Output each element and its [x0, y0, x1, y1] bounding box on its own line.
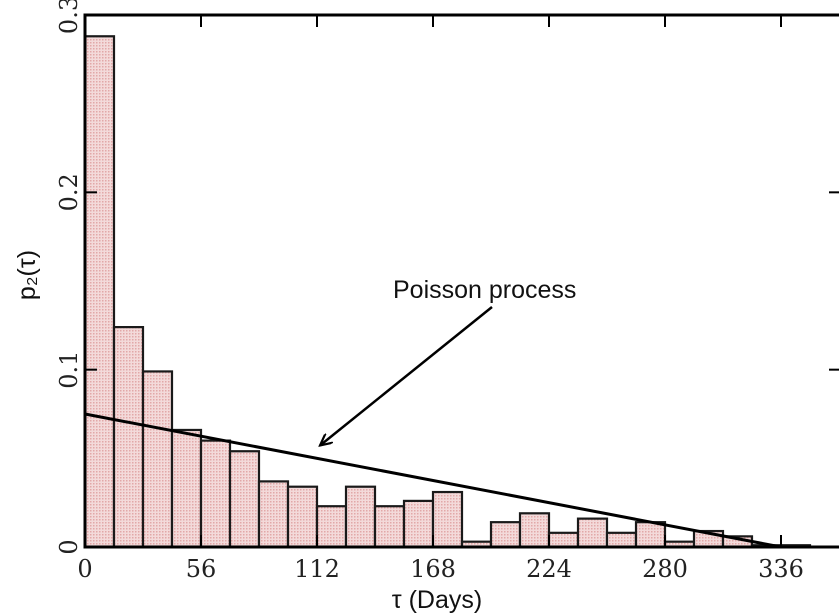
y-tick-label: 0.1 [55, 351, 83, 389]
x-tick-label: 280 [642, 555, 688, 583]
histogram-bar [518, 512, 551, 549]
x-tick-label: 112 [294, 555, 340, 583]
histogram-bar [257, 480, 290, 549]
x-tick-label: 56 [186, 555, 217, 583]
plot-frame [83, 13, 839, 549]
y-tick-label: 0.2 [55, 173, 83, 211]
x-tick-label: 336 [758, 555, 804, 583]
histogram-bar [83, 35, 116, 549]
histogram-bar [315, 505, 348, 549]
y-tick-labels: 0 0.1 0.2 0.3 [55, 0, 83, 555]
y-tick-label: 0 [55, 539, 83, 554]
histogram-bar [344, 485, 377, 549]
histogram-bar [373, 505, 406, 549]
y-tick-label: 0.3 [55, 0, 83, 34]
histogram-bar [228, 450, 261, 549]
histogram-bar [431, 490, 464, 549]
x-tick-label: 0 [77, 555, 92, 583]
histogram-bar [141, 370, 174, 549]
histogram-bar [576, 517, 609, 549]
histogram-bar [402, 499, 435, 549]
histogram-bar [286, 485, 319, 549]
histogram-bar [605, 531, 638, 549]
x-axis-title: τ (Days) [392, 586, 482, 614]
y-axis-title: p₂(τ) [13, 250, 41, 300]
x-tick-label: 168 [410, 555, 456, 583]
histogram-bar [112, 326, 145, 549]
annotation-label: Poisson process [393, 276, 576, 304]
annotation-arrow [320, 306, 493, 445]
poisson-process-line [84, 412, 782, 549]
histogram-bar [634, 521, 667, 549]
histogram-bar [547, 531, 580, 549]
histogram-bar [170, 428, 203, 549]
x-tick-labels: 0 56 112 168 224 280 336 [77, 555, 804, 583]
histogram-bars [83, 35, 812, 549]
histogram-bar [489, 521, 522, 549]
histogram-bar [199, 439, 232, 549]
x-tick-label: 224 [526, 555, 572, 583]
